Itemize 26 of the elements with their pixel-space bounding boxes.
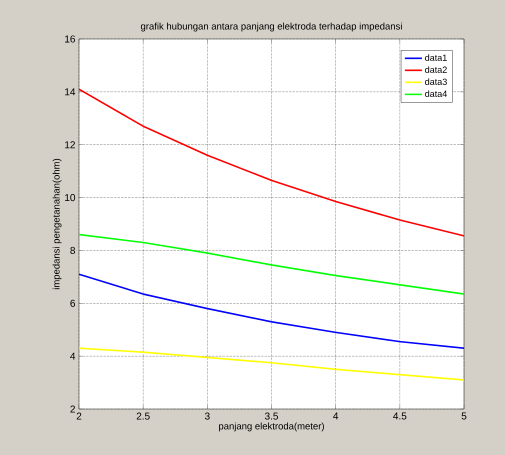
line-series xyxy=(79,234,464,295)
legend-label: data1 xyxy=(425,54,447,61)
y-tick-label: 2 xyxy=(70,406,75,412)
x-tick-label: 2 xyxy=(76,412,82,420)
x-axis-title: panjang elektroda(meter) xyxy=(219,422,324,432)
x-tick-label: 3.5 xyxy=(264,412,278,420)
y-tick-label: 14 xyxy=(65,88,76,96)
y-tick-label: 4 xyxy=(70,352,76,360)
line-series xyxy=(79,273,464,350)
legend-label: data2 xyxy=(425,66,447,73)
chart-title: grafik hubungan antara panjang elektroda terhadap impedansi xyxy=(140,22,402,32)
line-series xyxy=(79,347,464,381)
x-tick-label: 2.5 xyxy=(136,412,150,420)
legend-label: data3 xyxy=(425,78,447,85)
x-tick-label: 5 xyxy=(462,412,466,420)
x-tick-label: 3 xyxy=(204,412,210,420)
y-tick-label: 6 xyxy=(70,300,76,307)
x-tick-label: 4 xyxy=(333,412,338,420)
y-axis-title: impedansi pengetanahan(ohm) xyxy=(52,158,62,290)
y-tick-label: 8 xyxy=(70,246,76,254)
y-tick-label: 16 xyxy=(65,35,76,43)
y-tick-label: 10 xyxy=(65,194,76,202)
legend-label: data4 xyxy=(425,90,447,97)
x-tick-label: 4.5 xyxy=(393,412,406,420)
line-series xyxy=(79,88,464,237)
y-tick-label: 12 xyxy=(65,141,75,148)
